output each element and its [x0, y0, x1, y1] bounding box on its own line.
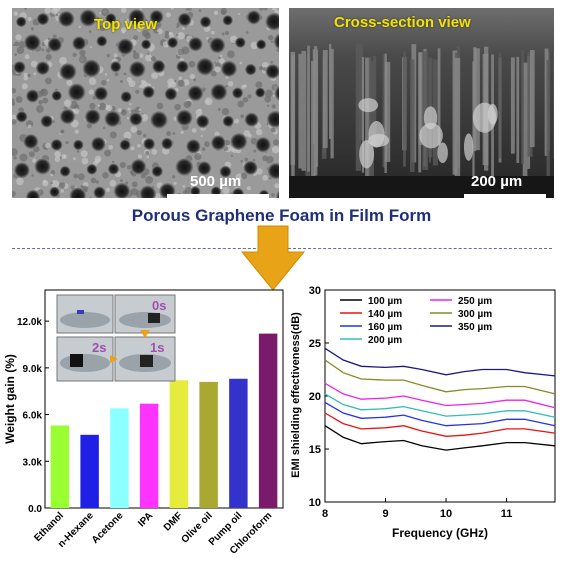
line-x-tick-label: 11	[501, 508, 513, 520]
legend-entry: 160 µm	[368, 322, 402, 333]
sem-cross-section-image	[289, 8, 554, 198]
series-line-250-µm	[324, 382, 556, 409]
line-x-tick-label: 10	[440, 508, 452, 520]
line-y-tick-label: 25	[309, 338, 321, 350]
bar-chloroform	[258, 333, 278, 508]
top-view-label: Top view	[94, 16, 158, 33]
line-x-tick-label: 8	[322, 508, 328, 520]
line-y-tick-label: 10	[309, 497, 321, 509]
line-plot-frame	[324, 289, 556, 503]
line-x-tick-label: 9	[382, 508, 388, 520]
scale-label-cross: 200 µm	[471, 173, 523, 190]
bar-x-tick-label: IPA	[136, 510, 155, 529]
sem-top-view-panel: Top view 500 µm	[12, 8, 279, 198]
line-y-axis-label: EMI shielding effectiveness(dB)	[290, 312, 302, 478]
bar-olive-oil	[199, 381, 218, 508]
legend-entry: 300 µm	[458, 309, 492, 320]
legend-entry: 100 µm	[368, 296, 402, 307]
bar-y-tick-label: 3.0k	[23, 457, 43, 468]
line-y-tick-label: 30	[309, 285, 321, 297]
bar-plot-frame	[44, 289, 284, 509]
inset-label-1s: 1s	[150, 340, 164, 355]
bar-y-axis-label: Weight gain (%)	[3, 354, 17, 444]
bar-y-tick-label: 6.0k	[23, 411, 43, 422]
bar-dmf	[169, 380, 189, 508]
down-arrow-icon	[240, 225, 306, 291]
inset-photo-sequence: 0s 1s 2s	[56, 294, 176, 382]
bar-ipa	[139, 403, 159, 508]
bar-pump-oil	[229, 378, 248, 508]
sem-top-view-image	[12, 8, 279, 198]
scale-bar-top	[167, 194, 269, 198]
legend-entry: 350 µm	[458, 322, 492, 333]
series-line-160-µm	[324, 401, 556, 427]
series-line-350-µm	[324, 347, 556, 377]
main-title: Porous Graphene Foam in Film Form	[131, 206, 432, 225]
cross-section-label: Cross-section view	[334, 14, 471, 31]
scale-bar-cross	[464, 194, 546, 198]
bar-y-tick-label: 0.0	[28, 504, 42, 515]
bar-x-tick-label: Acetone	[90, 510, 126, 546]
legend-entry: 250 µm	[458, 296, 492, 307]
series-line-140-µm	[324, 412, 556, 437]
bar-n-hexane	[80, 434, 99, 508]
inset-label-2s: 2s	[92, 340, 106, 355]
line-x-axis-label: Frequency (GHz)	[392, 526, 488, 540]
bar-y-tick-label: 9.0k	[23, 364, 43, 375]
series-line-100-µm	[324, 425, 556, 451]
line-y-tick-label: 20	[309, 391, 321, 403]
sem-cross-section-panel: Cross-section view 200 µm	[289, 8, 554, 198]
series-line-300-µm	[324, 359, 556, 395]
bar-x-tick-label: DMF	[162, 510, 185, 533]
line-y-tick-label: 15	[309, 444, 321, 456]
legend-entry: 200 µm	[368, 335, 402, 346]
scale-label-top: 500 µm	[190, 173, 242, 190]
inset-label-0s: 0s	[152, 298, 166, 313]
bar-y-tick-label: 12.0k	[17, 317, 42, 328]
bar-acetone	[110, 408, 129, 508]
emi-shielding-line-chart: 10 15 20 25 30 8 9 10 11 100 µm 140 µm 160 µm 200 …	[290, 285, 556, 540]
series-line-200-µm	[324, 393, 556, 418]
bar-ethanol	[50, 425, 70, 508]
legend-entry: 140 µm	[368, 309, 402, 320]
